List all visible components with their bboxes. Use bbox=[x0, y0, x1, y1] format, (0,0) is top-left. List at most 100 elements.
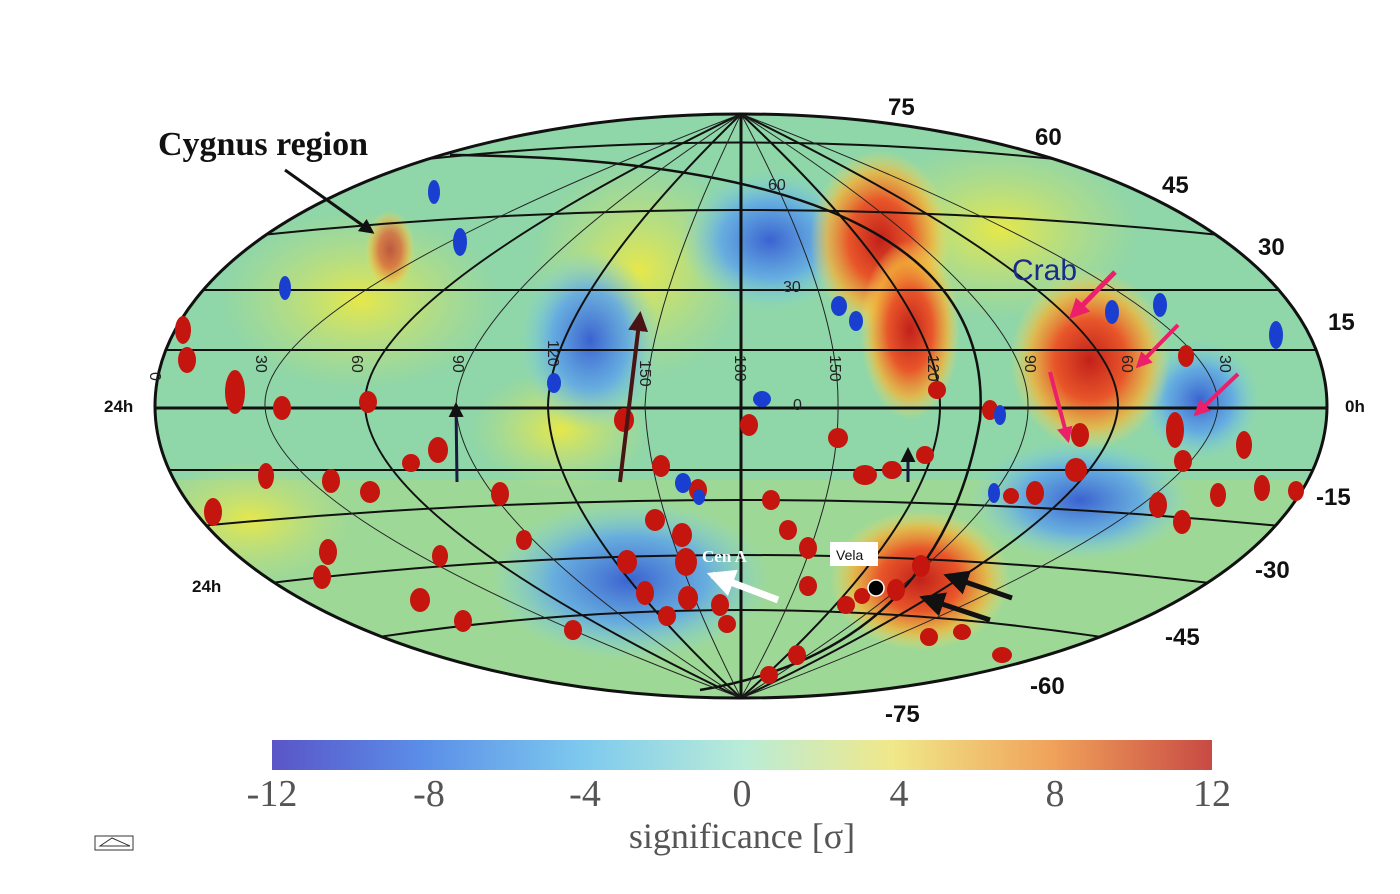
source-red-37 bbox=[799, 537, 817, 559]
inner-labels: 60 30 0 bbox=[768, 177, 802, 414]
glon-60: 60 bbox=[348, 355, 365, 373]
vela-arrow-1 bbox=[943, 570, 1013, 601]
glon-150b: 150 bbox=[826, 355, 843, 382]
source-blue-6 bbox=[849, 311, 863, 331]
source-red-12 bbox=[516, 530, 532, 550]
source-red-9 bbox=[360, 481, 380, 503]
source-red-23 bbox=[828, 428, 848, 448]
crab-arrow-3 bbox=[1048, 371, 1073, 444]
source-blue-9 bbox=[1153, 293, 1167, 317]
ra-24h: 24h bbox=[104, 397, 133, 416]
source-red-8 bbox=[322, 469, 340, 493]
source-red-11 bbox=[491, 482, 509, 506]
dec-m30: -30 bbox=[1255, 557, 1290, 584]
source-red-58 bbox=[1288, 481, 1304, 501]
source-red-33 bbox=[711, 594, 729, 616]
source-red-31 bbox=[675, 548, 697, 576]
source-blue-7 bbox=[675, 473, 691, 493]
source-red-25 bbox=[882, 461, 902, 479]
source-red-63 bbox=[928, 381, 946, 399]
source-blue-4 bbox=[753, 391, 771, 407]
source-red-54 bbox=[1254, 475, 1270, 501]
source-red-42 bbox=[887, 579, 905, 601]
source-red-35 bbox=[718, 615, 736, 633]
source-red-36 bbox=[779, 520, 797, 540]
source-red-16 bbox=[410, 588, 430, 612]
source-red-57 bbox=[1173, 510, 1191, 534]
up-arrow-2 bbox=[618, 311, 649, 483]
inner-dec-0: 0 bbox=[793, 397, 802, 414]
dec-75: 75 bbox=[888, 94, 915, 121]
cygnus-arrow bbox=[284, 168, 375, 234]
source-red-7 bbox=[258, 463, 274, 489]
source-red-46 bbox=[1071, 423, 1089, 447]
vela-arrow-2 bbox=[919, 592, 991, 623]
dec-60: 60 bbox=[1035, 124, 1062, 151]
galactic-lon-labels: 0 30 60 90 120 150 180 150 120 90 60 30 bbox=[146, 340, 1233, 387]
source-red-49 bbox=[1003, 488, 1019, 504]
ra-0h: 0h bbox=[1345, 397, 1365, 416]
source-red-59 bbox=[992, 647, 1012, 663]
source-red-13 bbox=[432, 545, 448, 567]
crab-arrow-1 bbox=[1069, 270, 1117, 319]
source-red-29 bbox=[617, 550, 637, 574]
source-red-53 bbox=[1236, 431, 1252, 459]
source-red-40 bbox=[760, 666, 778, 684]
source-red-62 bbox=[916, 446, 934, 464]
annotation-arrows bbox=[284, 168, 1240, 623]
colorbar bbox=[272, 740, 1212, 770]
source-blue-12 bbox=[988, 483, 1000, 503]
source-red-22 bbox=[740, 414, 758, 436]
cen-a-arrow bbox=[706, 569, 780, 604]
glon-120b: 120 bbox=[924, 355, 941, 382]
source-blue-5 bbox=[831, 296, 847, 316]
source-red-32 bbox=[678, 586, 698, 610]
cen-a-label: Cen A bbox=[702, 547, 748, 566]
source-markers bbox=[175, 180, 1304, 684]
source-red-0 bbox=[175, 316, 191, 344]
source-red-51 bbox=[1174, 450, 1192, 472]
source-red-34 bbox=[658, 606, 676, 626]
cbar-tick-6: 12 bbox=[1193, 773, 1231, 815]
glon-150: 150 bbox=[636, 360, 653, 387]
vela-marker bbox=[867, 579, 885, 597]
cbar-tick-5: 8 bbox=[1046, 773, 1065, 815]
up-arrow-1 bbox=[448, 402, 464, 483]
source-blue-8 bbox=[1105, 300, 1119, 324]
dec-m45: -45 bbox=[1165, 624, 1200, 651]
source-red-60 bbox=[953, 624, 971, 640]
source-red-27 bbox=[645, 509, 665, 531]
source-red-48 bbox=[1026, 481, 1044, 505]
dec-m15: -15 bbox=[1316, 484, 1351, 511]
glon-120: 120 bbox=[544, 340, 561, 367]
dec-m75: -75 bbox=[885, 701, 920, 728]
source-red-61 bbox=[920, 628, 938, 646]
source-red-14 bbox=[319, 539, 337, 565]
dec-15: 15 bbox=[1328, 309, 1355, 336]
inner-dec-60: 60 bbox=[768, 177, 786, 194]
source-red-17 bbox=[454, 610, 472, 632]
corner-icon bbox=[94, 835, 134, 851]
source-red-39 bbox=[788, 645, 806, 665]
source-red-28 bbox=[672, 523, 692, 547]
cbar-tick-1: -8 bbox=[413, 773, 445, 815]
source-red-4 bbox=[359, 391, 377, 413]
dec-45: 45 bbox=[1162, 172, 1189, 199]
glon-30b: 30 bbox=[1216, 355, 1233, 373]
source-red-2 bbox=[225, 370, 245, 414]
source-red-15 bbox=[313, 565, 331, 589]
source-blue-3 bbox=[547, 373, 561, 393]
source-blue-1 bbox=[453, 228, 467, 256]
coordinate-grid bbox=[155, 114, 1327, 698]
source-red-6 bbox=[402, 454, 420, 472]
vela-label: Vela bbox=[836, 547, 863, 563]
source-blue-10 bbox=[1269, 321, 1283, 349]
source-red-55 bbox=[1210, 483, 1226, 507]
glon-60b: 60 bbox=[1118, 355, 1135, 373]
colorbar-ticks: -12 -8 -4 0 4 8 12 bbox=[247, 773, 1231, 815]
cbar-tick-0: -12 bbox=[247, 773, 298, 815]
cbar-tick-2: -4 bbox=[569, 773, 601, 815]
source-red-52 bbox=[1178, 345, 1194, 367]
source-red-5 bbox=[428, 437, 448, 463]
